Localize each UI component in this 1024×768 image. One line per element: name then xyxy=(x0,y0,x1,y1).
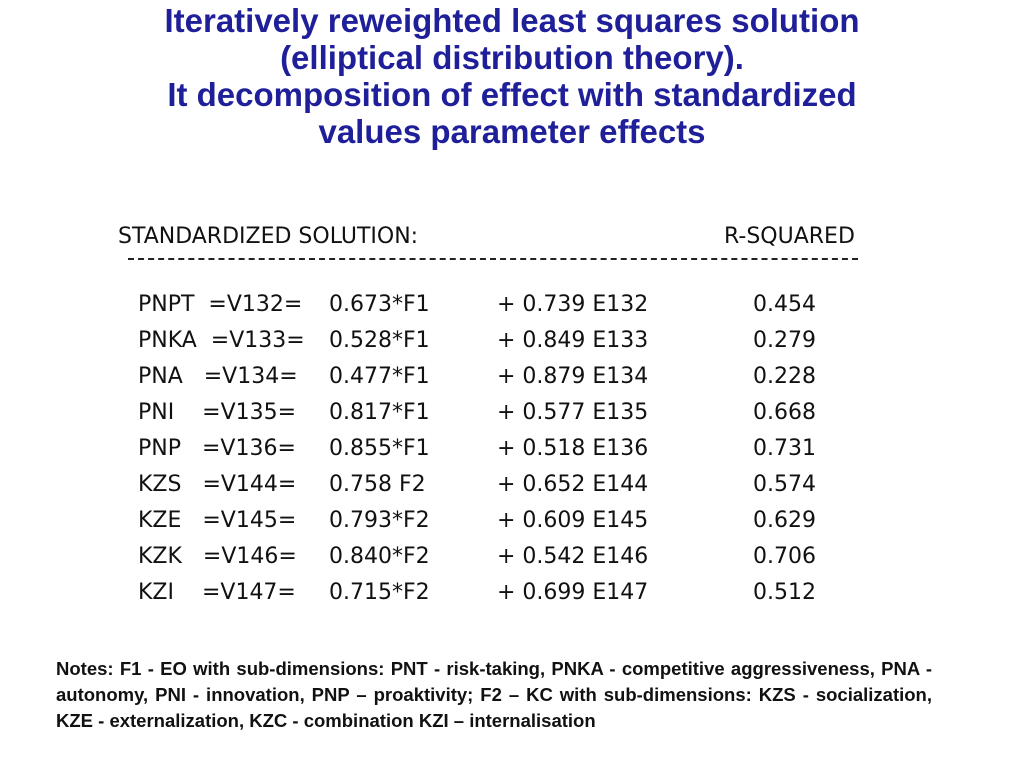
variable-cell: PNPT =V132= xyxy=(138,292,303,317)
error-term-cell: + 0.699 E147 xyxy=(497,580,649,605)
r-squared-cell: 0.706 xyxy=(753,544,816,569)
error-term-cell: + 0.577 E135 xyxy=(497,400,649,425)
variable-cell: KZE =V145= xyxy=(138,508,297,533)
r-squared-cell: 0.228 xyxy=(753,364,816,389)
title-line-2: (elliptical distribution theory). xyxy=(280,39,744,76)
r-squared-cell: 0.574 xyxy=(753,472,816,497)
r-squared-cell: 0.454 xyxy=(753,292,816,317)
factor-loading-cell: 0.793*F2 xyxy=(329,508,430,533)
r-squared-cell: 0.629 xyxy=(753,508,816,533)
variable-cell: PNKA =V133= xyxy=(138,328,305,353)
variable-cell: PNP =V136= xyxy=(138,436,296,461)
error-term-cell: + 0.849 E133 xyxy=(497,328,649,353)
error-term-cell: + 0.739 E132 xyxy=(497,292,649,317)
r-squared-cell: 0.668 xyxy=(753,400,816,425)
factor-loading-cell: 0.758 F2 xyxy=(329,472,426,497)
factor-loading-cell: 0.715*F2 xyxy=(329,580,430,605)
error-term-cell: + 0.518 E136 xyxy=(497,436,649,461)
title-line-3: It decomposition of effect with standard… xyxy=(167,76,857,113)
factor-loading-cell: 0.477*F1 xyxy=(329,364,430,389)
error-term-cell: + 0.609 E145 xyxy=(497,508,649,533)
standardized-solution-header: STANDARDIZED SOLUTION: xyxy=(118,224,419,249)
title-line-4: values parameter effects xyxy=(318,113,706,150)
factor-loading-cell: 0.528*F1 xyxy=(329,328,430,353)
variable-cell: PNI =V135= xyxy=(138,400,297,425)
variable-cell: KZK =V146= xyxy=(138,544,297,569)
error-term-cell: + 0.542 E146 xyxy=(497,544,649,569)
variable-cell: PNA =V134= xyxy=(138,364,298,389)
factor-loading-cell: 0.855*F1 xyxy=(329,436,430,461)
notes-paragraph: Notes: F1 - EO with sub-dimensions: PNT … xyxy=(56,658,932,731)
factor-loading-cell: 0.840*F2 xyxy=(329,544,430,569)
slide-title: Iteratively reweighted least squares sol… xyxy=(0,2,1024,150)
variable-cell: KZI =V147= xyxy=(138,580,296,605)
variable-cell: KZS =V144= xyxy=(138,472,297,497)
r-squared-cell: 0.512 xyxy=(753,580,816,605)
dashed-divider xyxy=(128,258,858,260)
error-term-cell: + 0.652 E144 xyxy=(497,472,649,497)
r-squared-cell: 0.279 xyxy=(753,328,816,353)
r-squared-header: R-SQUARED xyxy=(724,224,855,249)
factor-loading-cell: 0.673*F1 xyxy=(329,292,430,317)
title-line-1: Iteratively reweighted least squares sol… xyxy=(164,2,860,39)
r-squared-cell: 0.731 xyxy=(753,436,816,461)
factor-loading-cell: 0.817*F1 xyxy=(329,400,430,425)
error-term-cell: + 0.879 E134 xyxy=(497,364,649,389)
